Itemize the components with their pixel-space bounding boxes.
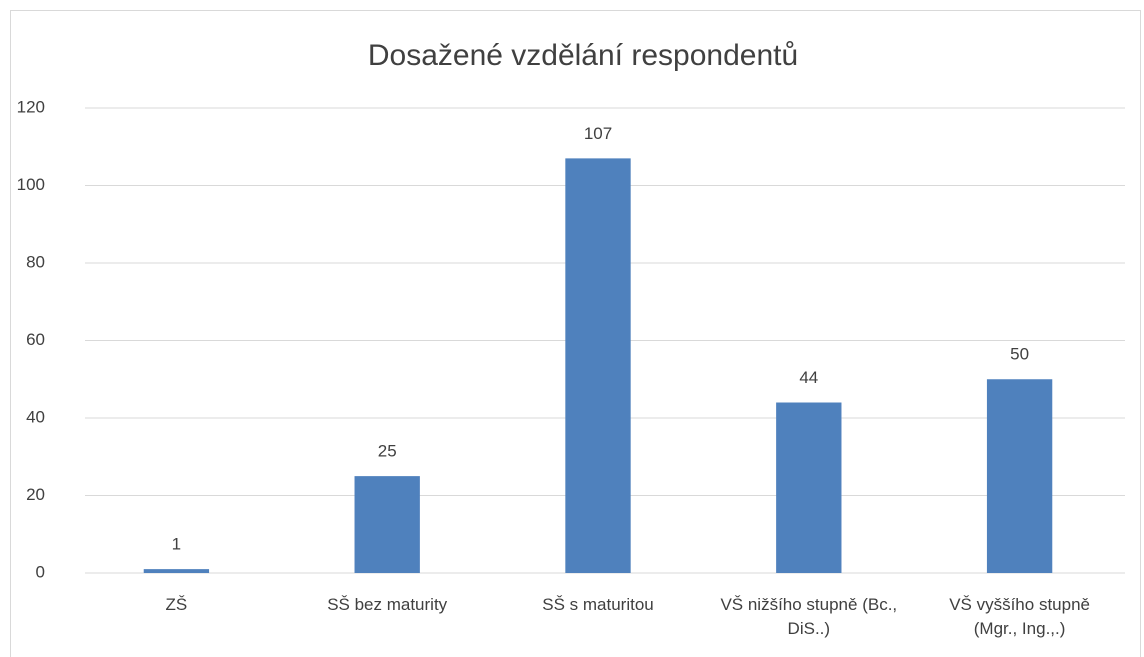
data-label: 25 xyxy=(378,442,397,461)
x-tick-label: SŠ bez maturity xyxy=(327,595,448,614)
y-tick-label: 60 xyxy=(26,330,45,349)
data-label: 1 xyxy=(172,535,181,554)
y-tick-label: 120 xyxy=(17,97,45,116)
data-label: 107 xyxy=(584,124,612,143)
x-tick-label: VŠ vyššího stupně (Mgr., Ing.,.) xyxy=(949,595,1090,638)
y-tick-label: 40 xyxy=(26,407,45,426)
y-tick-label: 20 xyxy=(26,485,45,504)
data-label: 50 xyxy=(1010,345,1029,364)
chart-border xyxy=(10,10,1141,657)
x-tick-label: SŠ s maturitou xyxy=(542,595,654,614)
bar xyxy=(565,158,631,573)
chart-title: Dosažené vzdělání respondentů xyxy=(368,39,798,72)
x-tick-label: VŠ nižšího stupně (Bc., DiS..) xyxy=(720,595,898,638)
data-label: 44 xyxy=(799,368,818,387)
bar xyxy=(776,402,842,573)
y-tick-label: 80 xyxy=(26,252,45,271)
bar xyxy=(143,569,210,573)
x-tick-label: ZŠ xyxy=(165,595,188,614)
bar xyxy=(986,379,1053,573)
y-tick-label: 0 xyxy=(36,562,45,581)
y-tick-label: 100 xyxy=(17,175,45,194)
bar xyxy=(354,476,420,573)
